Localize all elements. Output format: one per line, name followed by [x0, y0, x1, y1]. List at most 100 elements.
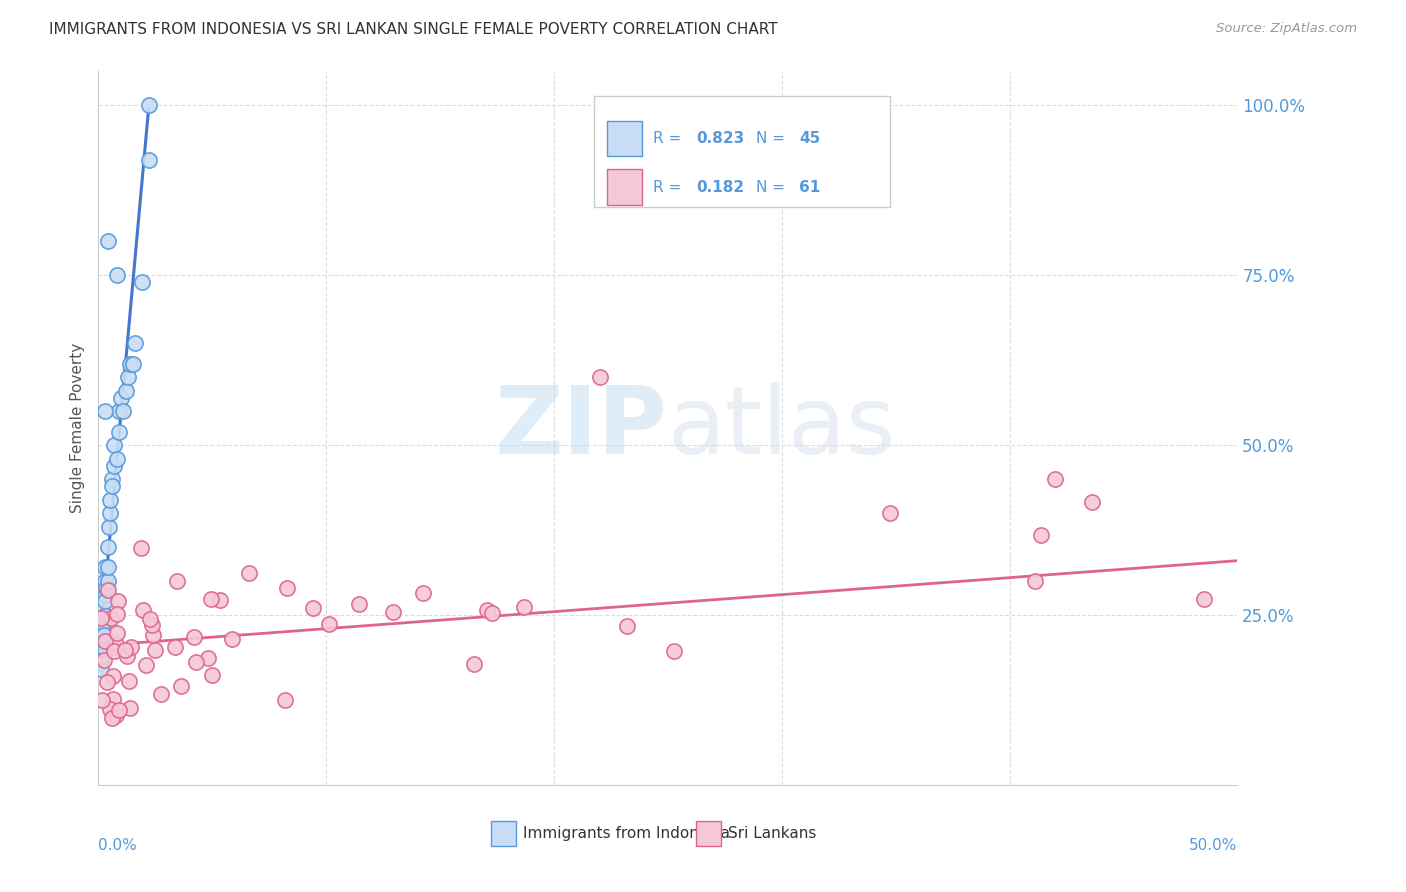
Point [879, 506, 901, 520]
Point [94, 560, 117, 574]
Point [170, 680, 193, 694]
FancyBboxPatch shape [607, 120, 641, 156]
Point [513, 600, 536, 615]
Text: atlas: atlas [668, 382, 896, 475]
Text: ZIP: ZIP [495, 382, 668, 475]
FancyBboxPatch shape [593, 96, 890, 207]
FancyBboxPatch shape [696, 821, 721, 846]
Point [105, 268, 128, 283]
Point [274, 693, 297, 707]
Text: R =: R = [652, 131, 686, 146]
Point [1029, 527, 1052, 541]
Point [110, 391, 132, 405]
Point [90, 648, 112, 663]
Text: 50.0%: 50.0% [1189, 838, 1237, 854]
Point [200, 591, 222, 606]
Point [138, 153, 160, 167]
Point [1192, 591, 1215, 606]
Point [302, 601, 325, 615]
Point [121, 357, 143, 371]
FancyBboxPatch shape [607, 169, 641, 205]
Point [105, 451, 128, 466]
Point [91, 635, 114, 649]
Point [463, 657, 485, 671]
Point [166, 574, 188, 588]
Point [1080, 495, 1102, 509]
Point [90, 610, 112, 624]
Point [221, 632, 243, 647]
Point [96, 581, 118, 595]
Point [588, 370, 610, 384]
Text: 0.823: 0.823 [696, 131, 745, 146]
Point [139, 612, 162, 626]
Point [120, 700, 142, 714]
Point [209, 593, 232, 607]
Point [197, 650, 219, 665]
Point [318, 617, 340, 632]
Point [101, 692, 124, 706]
Point [238, 566, 260, 581]
Point [94, 642, 117, 657]
Point [105, 626, 128, 640]
Point [129, 541, 152, 555]
Point [91, 628, 114, 642]
Point [96, 574, 118, 588]
Point [477, 603, 499, 617]
Point [94, 588, 117, 602]
Point [101, 669, 124, 683]
Point [120, 640, 142, 654]
Point [90, 642, 112, 657]
Point [135, 658, 157, 673]
Point [90, 628, 112, 642]
Point [131, 275, 153, 289]
Point [97, 583, 120, 598]
Text: R =: R = [652, 179, 686, 194]
Point [412, 586, 434, 600]
Text: 61: 61 [799, 179, 820, 194]
Point [664, 643, 686, 657]
Point [90, 662, 112, 676]
Point [150, 687, 173, 701]
Point [93, 628, 115, 642]
Point [101, 479, 124, 493]
Point [120, 357, 142, 371]
Point [94, 634, 117, 648]
Point [132, 603, 155, 617]
Point [103, 458, 125, 473]
Point [100, 702, 122, 716]
Point [183, 630, 205, 644]
Point [184, 655, 207, 669]
Text: Sri Lankans: Sri Lankans [728, 826, 817, 841]
Text: Immigrants from Indonesia: Immigrants from Indonesia [523, 826, 730, 841]
Point [93, 653, 115, 667]
Point [115, 648, 138, 663]
Point [98, 492, 121, 507]
Point [145, 643, 167, 657]
Point [108, 703, 131, 717]
Point [124, 336, 146, 351]
Point [94, 608, 117, 623]
Point [103, 640, 125, 654]
Text: 0.182: 0.182 [696, 179, 744, 194]
Point [98, 506, 121, 520]
Point [114, 384, 136, 398]
Point [96, 540, 118, 554]
Point [105, 607, 128, 622]
Point [96, 234, 118, 248]
Point [382, 605, 405, 619]
Point [616, 619, 638, 633]
Point [91, 622, 114, 636]
Point [103, 644, 125, 658]
Text: 0.0%: 0.0% [98, 838, 138, 854]
Point [108, 404, 131, 418]
Point [94, 574, 117, 588]
Point [107, 594, 129, 608]
Point [97, 519, 120, 533]
Point [112, 404, 135, 418]
Point [96, 560, 118, 574]
Point [105, 637, 128, 651]
Point [118, 673, 141, 688]
Point [141, 618, 163, 632]
Text: 45: 45 [799, 131, 820, 146]
Point [105, 708, 128, 723]
